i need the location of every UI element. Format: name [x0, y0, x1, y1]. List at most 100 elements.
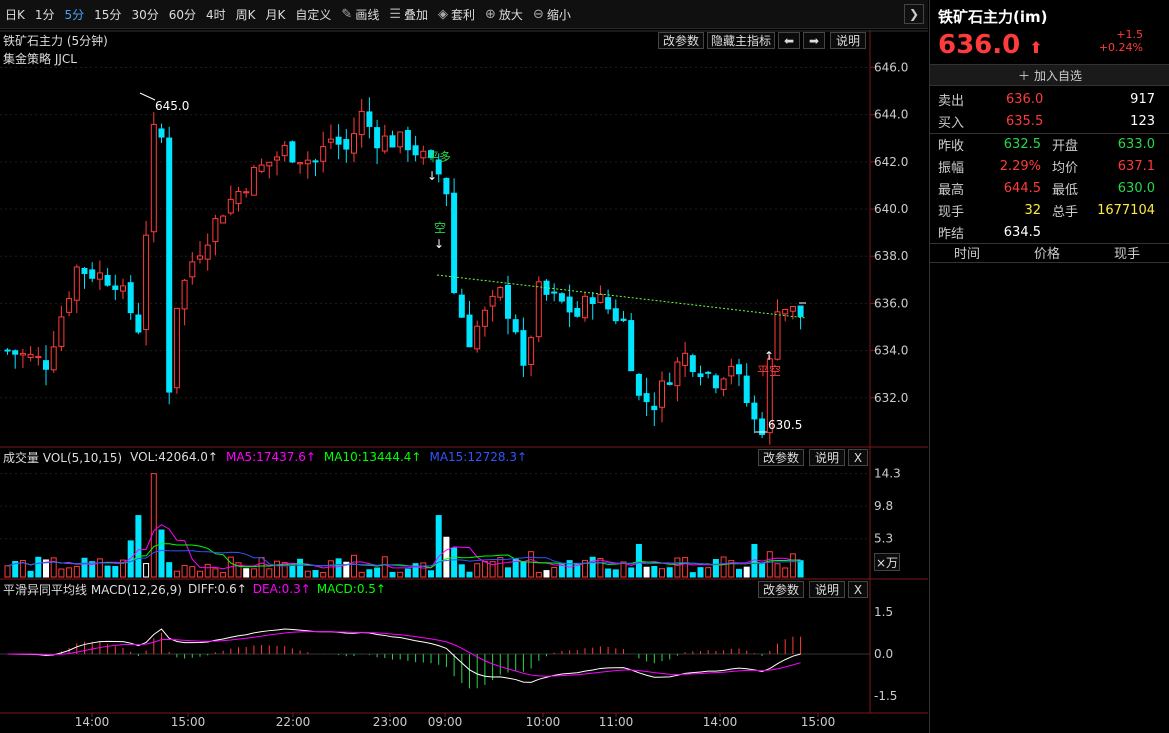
volume-bar	[58, 568, 65, 578]
tick-header-2: 现手	[1114, 247, 1141, 262]
candle-body	[189, 261, 196, 278]
arrow-right-icon[interactable]: ➡	[803, 32, 825, 49]
candle-body	[4, 349, 11, 352]
arbitrage-button[interactable]: ◈ 套利	[438, 6, 476, 22]
volume-bar	[389, 571, 396, 578]
hide-indicator-button[interactable]: 隐藏主指标	[707, 32, 775, 49]
volume-bar	[397, 571, 404, 578]
volume-bar	[481, 560, 488, 578]
zoom-in-button[interactable]: ⊕ 放大	[485, 6, 523, 22]
candle-body	[143, 234, 150, 331]
period-tab-9[interactable]: 自定义	[295, 7, 332, 22]
zoom-out-button[interactable]: ⊖ 缩小	[532, 6, 571, 22]
macd-change-params-button[interactable]: 改参数	[758, 581, 804, 598]
draw-line-button[interactable]: ✎ 画线	[341, 6, 380, 22]
main-y-tick: 646.0	[874, 60, 908, 74]
candle-body	[181, 279, 188, 310]
candle-body	[766, 358, 773, 434]
volume-bar	[27, 570, 34, 578]
period-tab-1[interactable]: 1分	[34, 7, 55, 22]
volume-unit-toggle[interactable]: ×万	[874, 553, 900, 571]
volume-bar	[412, 563, 419, 578]
period-tab-8[interactable]: 月K	[265, 7, 286, 22]
macd-explain-button[interactable]: 说明	[809, 581, 845, 598]
volume-bar	[558, 564, 565, 578]
volume-bar	[366, 569, 373, 578]
candle-body	[674, 361, 681, 387]
kline-chart-area[interactable]: 646.0 644.0 642.0 640.0 638.0 636.0 634.0 632.0…	[0, 0, 928, 733]
volume-bar	[435, 515, 442, 578]
candle-body	[135, 314, 142, 333]
candle-body	[543, 280, 550, 295]
candle-body	[274, 156, 280, 161]
volume-bar	[643, 566, 650, 578]
arrow-left-icon[interactable]: ⬅	[778, 32, 800, 49]
candle-body	[289, 141, 296, 163]
volume-bar	[220, 572, 227, 578]
volume-bar	[628, 567, 635, 578]
add-watchlist-button[interactable]: ＋加入自选	[930, 64, 1169, 86]
candle-body	[612, 308, 619, 322]
buy-price: 635.5	[1006, 113, 1044, 129]
change-params-button[interactable]: 改参数	[658, 32, 704, 49]
macd-close-icon[interactable]: X	[848, 581, 868, 598]
candle-body	[150, 123, 157, 233]
total-volume: 1677104	[1097, 202, 1155, 218]
volume-bar	[320, 571, 327, 578]
volume-bar	[466, 571, 473, 578]
candle-body	[304, 159, 311, 165]
vol-ma5-line	[7, 524, 801, 570]
main-y-tick: 634.0	[874, 344, 908, 358]
volume-bar	[774, 563, 781, 578]
candle-body	[412, 145, 419, 156]
volume-bar	[150, 473, 157, 578]
period-tab-6[interactable]: 4时	[206, 7, 226, 22]
candle-body	[250, 166, 257, 196]
volume-change-params-button[interactable]: 改参数	[758, 449, 804, 466]
candle-body	[481, 309, 488, 327]
tick-header-0: 时间	[954, 247, 981, 262]
candle-body	[589, 297, 596, 305]
candle-body	[466, 314, 473, 348]
candle-body	[582, 295, 588, 319]
candle-body	[235, 190, 242, 205]
chevron-right-icon[interactable]: ❯	[904, 4, 924, 24]
candle-body	[358, 110, 365, 136]
candle-body	[505, 284, 511, 319]
short-signal: 空	[434, 221, 446, 235]
last-price: 636.0 ⬆	[938, 30, 1043, 60]
price-change: +1.5 +0.24%	[1098, 28, 1143, 54]
period-tab-2[interactable]: 5分	[64, 7, 85, 22]
period-tab-0[interactable]: 日K	[5, 7, 25, 22]
candle-body	[204, 244, 211, 260]
high-annotation: 645.0	[155, 99, 189, 113]
period-tab-5[interactable]: 60分	[168, 7, 196, 22]
macd-y-tick: 1.5	[874, 605, 893, 619]
volume-y-tick: 5.3	[874, 532, 893, 546]
candlestick-series	[4, 97, 804, 445]
sell-qty: 917	[1130, 91, 1155, 107]
volume-explain-button[interactable]: 说明	[809, 449, 845, 466]
zoom-out-icon: ⊖	[532, 6, 544, 22]
volume-bar	[505, 567, 511, 578]
candle-body	[574, 307, 581, 317]
volume-bar	[166, 562, 173, 578]
candle-body	[535, 281, 542, 338]
volume-bar	[535, 571, 542, 578]
candle-body	[782, 309, 789, 315]
period-tab-3[interactable]: 15分	[94, 7, 122, 22]
period-tab-7[interactable]: 周K	[235, 7, 256, 22]
candle-body	[81, 267, 88, 275]
candle-body	[166, 137, 173, 393]
prev-settle: 634.5	[1003, 224, 1041, 240]
candle-body	[27, 353, 34, 358]
volume-bar	[428, 570, 434, 578]
volume-close-icon[interactable]: X	[848, 449, 868, 466]
candle-body	[528, 337, 535, 365]
volume-bar	[666, 567, 673, 578]
explain-button[interactable]: 说明	[830, 32, 866, 49]
volume-bar	[304, 570, 311, 578]
period-tab-4[interactable]: 30分	[131, 7, 159, 22]
candle-body	[428, 150, 434, 159]
overlay-button[interactable]: ☰ 叠加	[389, 6, 428, 22]
